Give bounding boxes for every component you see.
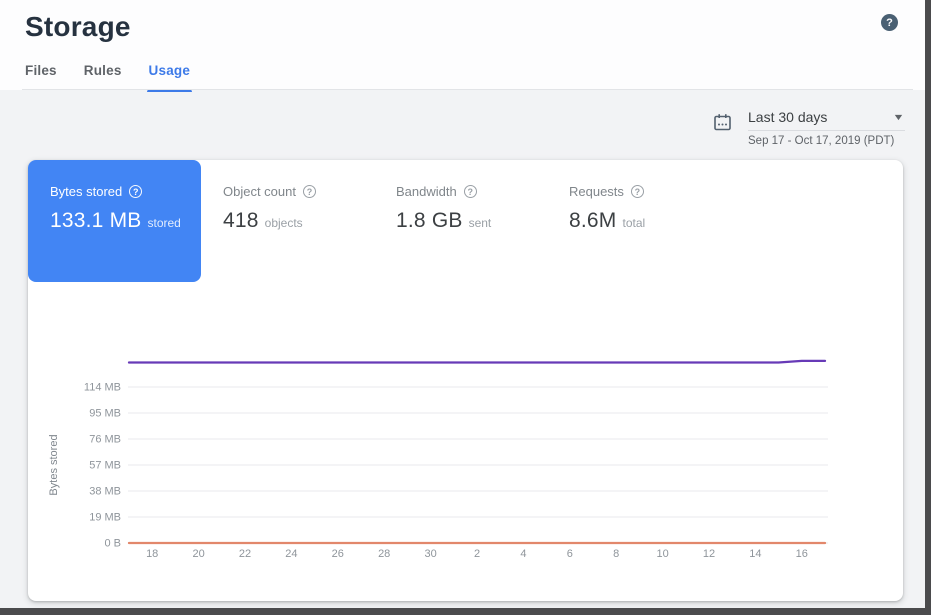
help-icon[interactable]: ? bbox=[881, 14, 898, 31]
metric-label: Object count bbox=[223, 184, 296, 199]
x-tick-label: 6 bbox=[567, 548, 573, 560]
x-tick-label: 12 bbox=[703, 548, 715, 560]
usage-card: Bytes stored ? 133.1 MB stored Object co… bbox=[28, 160, 903, 601]
tab-usage[interactable]: Usage bbox=[146, 63, 192, 92]
x-tick-label: 14 bbox=[749, 548, 761, 560]
chevron-down-icon: ▼ bbox=[892, 112, 905, 122]
x-tick-label: 10 bbox=[656, 548, 668, 560]
date-range-text: Sep 17 - Oct 17, 2019 (PDT) bbox=[748, 135, 895, 147]
series-line bbox=[127, 359, 827, 364]
date-preset: Last 30 days bbox=[748, 109, 828, 125]
y-tick-label: 95 MB bbox=[89, 408, 121, 420]
y-axis-title: Bytes stored bbox=[48, 434, 60, 495]
date-selector-divider bbox=[748, 130, 905, 131]
x-tick-label: 16 bbox=[796, 548, 808, 560]
x-tick-label: 28 bbox=[378, 548, 390, 560]
y-tick-label: 38 MB bbox=[89, 486, 121, 498]
metric-card-object-count[interactable]: Object count ? 418 objects bbox=[201, 160, 374, 282]
help-circle-icon[interactable]: ? bbox=[630, 185, 644, 198]
tab-bar-divider bbox=[22, 89, 913, 90]
date-range-selector[interactable]: Last 30 days ▼ Sep 17 - Oct 17, 2019 (PD… bbox=[712, 109, 905, 147]
metric-label: Requests bbox=[569, 184, 624, 199]
page-title: Storage bbox=[25, 11, 131, 42]
x-tick-label: 30 bbox=[424, 548, 436, 560]
x-tick-label: 2 bbox=[474, 548, 480, 560]
calendar-icon bbox=[714, 114, 731, 131]
metric-card-requests[interactable]: Requests ? 8.6M total bbox=[547, 160, 720, 282]
page-header bbox=[0, 0, 925, 90]
y-tick-label: 76 MB bbox=[89, 434, 121, 446]
help-circle-icon[interactable]: ? bbox=[129, 185, 143, 198]
y-tick-label: 57 MB bbox=[89, 460, 121, 472]
metric-suffix: sent bbox=[468, 216, 492, 230]
help-circle-icon[interactable]: ? bbox=[463, 185, 477, 198]
metric-value: 418 bbox=[223, 209, 259, 232]
x-tick-label: 18 bbox=[146, 548, 158, 560]
y-tick-label: 114 MB bbox=[84, 382, 121, 394]
x-tick-label: 8 bbox=[613, 548, 619, 560]
metric-suffix: stored bbox=[147, 216, 181, 230]
tab-rules[interactable]: Rules bbox=[83, 63, 122, 78]
x-tick-label: 26 bbox=[332, 548, 344, 560]
y-tick-label: 19 MB bbox=[89, 512, 121, 524]
metric-value: 133.1 MB bbox=[50, 209, 142, 232]
tab-bar: Files Rules Usage bbox=[25, 63, 192, 92]
metric-value: 8.6M bbox=[569, 209, 617, 232]
metric-card-bytes-stored[interactable]: Bytes stored ? 133.1 MB stored bbox=[28, 160, 201, 282]
metric-value: 1.8 GB bbox=[396, 209, 463, 232]
metric-card-bandwidth[interactable]: Bandwidth ? 1.8 GB sent bbox=[374, 160, 547, 282]
metric-suffix: objects bbox=[264, 216, 303, 230]
y-tick-label: 0 B bbox=[104, 538, 121, 550]
help-circle-icon[interactable]: ? bbox=[303, 185, 316, 198]
tab-files[interactable]: Files bbox=[25, 63, 57, 78]
metric-suffix: total bbox=[622, 216, 646, 230]
x-tick-label: 4 bbox=[520, 548, 526, 560]
x-tick-label: 24 bbox=[285, 548, 297, 560]
metric-label: Bytes stored bbox=[50, 184, 123, 199]
x-tick-label: 20 bbox=[192, 548, 204, 560]
x-tick-label: 22 bbox=[239, 548, 251, 560]
metric-label: Bandwidth bbox=[396, 184, 457, 199]
